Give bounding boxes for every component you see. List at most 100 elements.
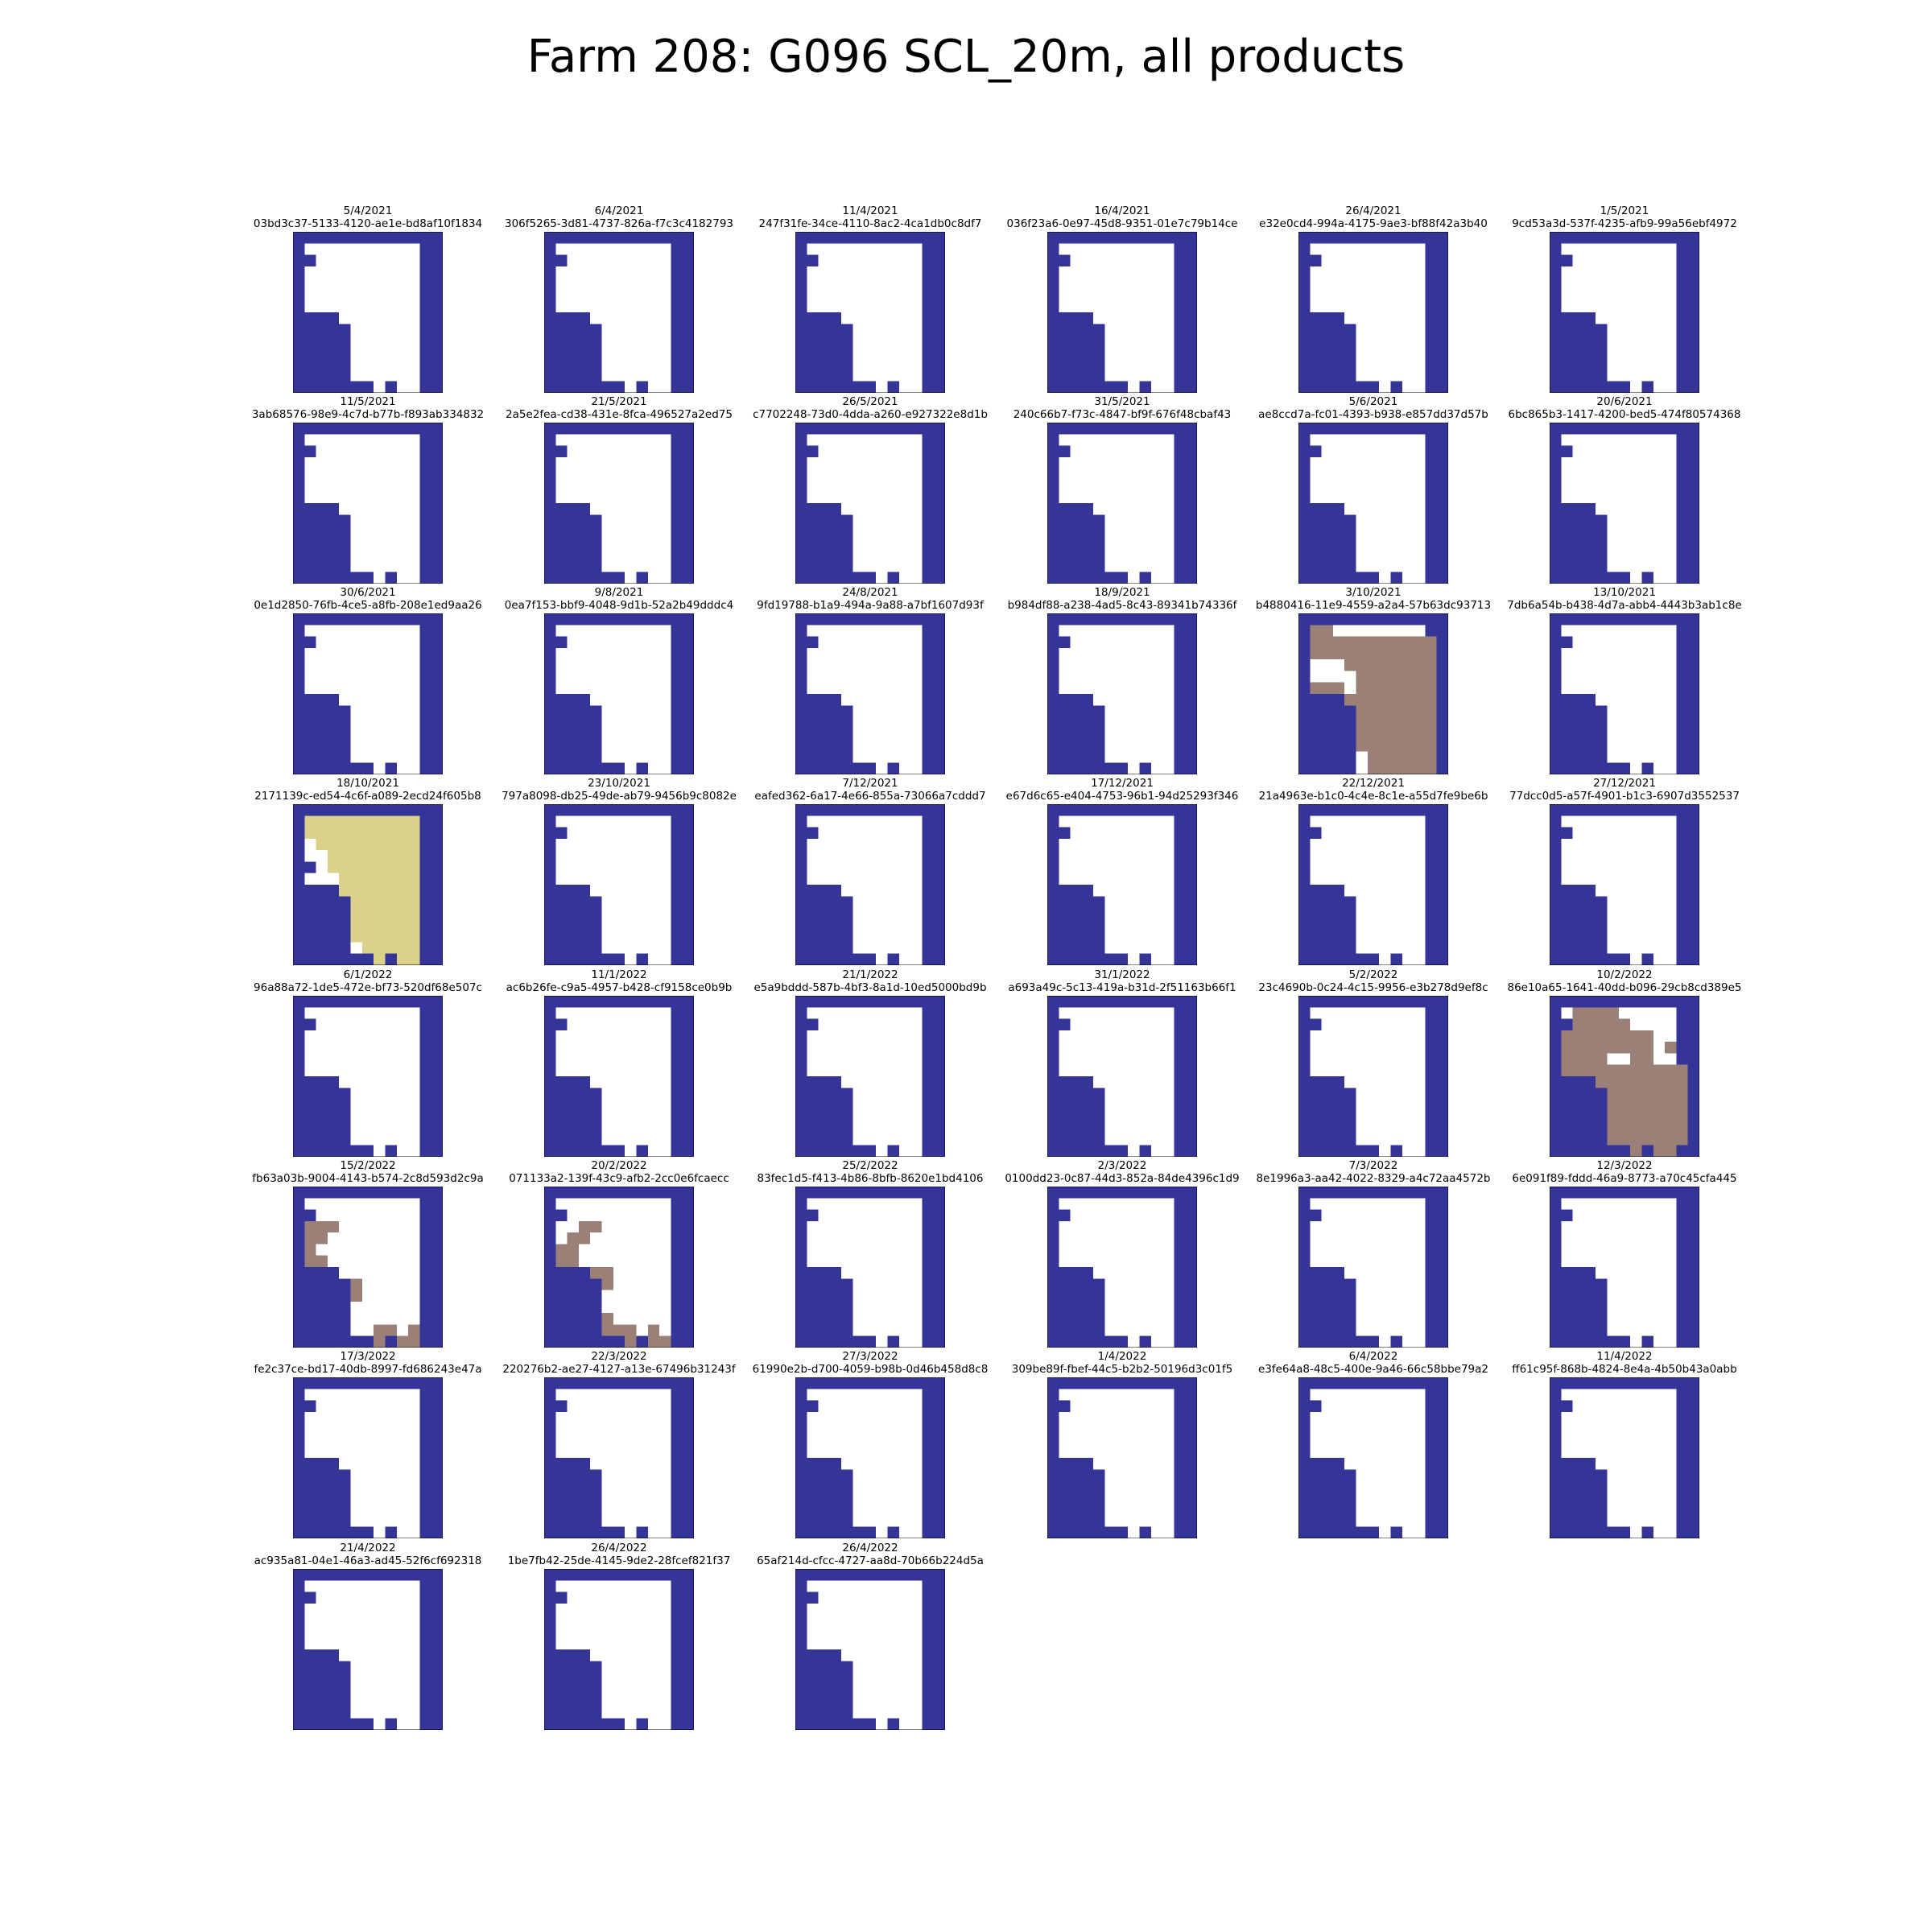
mask-cell — [682, 254, 694, 267]
mask-cell — [408, 491, 420, 504]
mask-cell — [327, 1076, 340, 1088]
mask-cell — [293, 896, 305, 908]
mask-cell — [1298, 728, 1311, 741]
mask-cell — [807, 434, 819, 446]
mask-cell — [647, 919, 660, 931]
mask-cell — [864, 491, 877, 504]
mask-cell — [293, 445, 305, 458]
mask-cell — [1618, 312, 1631, 324]
mask-cell — [1607, 942, 1620, 954]
mask-cell — [339, 243, 351, 255]
mask-cell — [555, 873, 568, 886]
mask-cell — [1059, 815, 1071, 828]
mask-cell — [933, 625, 945, 637]
mask-cell — [1572, 324, 1585, 336]
mask-cell — [544, 827, 556, 840]
mask-cell — [933, 827, 945, 840]
mask-cell — [1174, 514, 1186, 526]
mask-cell — [682, 861, 694, 873]
mask-cell — [408, 1088, 420, 1100]
mask-cell — [1607, 804, 1620, 816]
mask-cell — [795, 671, 807, 683]
mask-cell — [910, 907, 923, 920]
mask-cell — [327, 537, 340, 550]
mask-cell — [1310, 346, 1322, 359]
mask-cell — [818, 423, 831, 435]
mask-cell — [1687, 716, 1699, 729]
mask-cell — [1425, 503, 1437, 515]
mask-cell — [922, 827, 934, 840]
mask-cell — [795, 636, 807, 649]
mask-cell — [1583, 232, 1596, 244]
mask-cell — [818, 740, 831, 752]
mask-cell — [795, 728, 807, 741]
mask-cell — [1128, 335, 1140, 348]
mask-cell — [350, 850, 363, 862]
mask-cell — [887, 815, 900, 828]
mask-cell — [431, 1042, 443, 1054]
mask-cell — [1185, 254, 1197, 267]
mask-cell — [1561, 243, 1573, 255]
mask-cell — [1162, 300, 1174, 313]
mask-cell — [555, 625, 568, 637]
mask-cell — [431, 1053, 443, 1065]
mask-cell — [659, 716, 671, 729]
mask-cell — [807, 526, 819, 539]
mask-cell — [1561, 324, 1573, 336]
mask-cell — [1390, 659, 1403, 671]
mask-cell — [1356, 671, 1368, 683]
mask-cell — [1344, 312, 1356, 324]
mask-cell — [1561, 346, 1573, 359]
mask-cell — [293, 469, 305, 481]
mask-cell — [1344, 572, 1356, 584]
mask-cell — [922, 243, 934, 255]
mask-cell — [1139, 456, 1152, 469]
mask-cell — [1332, 491, 1345, 504]
mask-cell — [671, 694, 683, 706]
mask-cell — [1607, 232, 1620, 244]
mask-cell — [682, 514, 694, 526]
mask-cell — [350, 682, 363, 695]
mask-cell — [818, 514, 831, 526]
mask-cell — [1310, 324, 1322, 336]
mask-cell — [682, 549, 694, 561]
mask-cell — [1630, 300, 1642, 313]
mask-cell — [647, 873, 660, 886]
mask-cell — [682, 613, 694, 625]
mask-cell — [1572, 434, 1585, 446]
mask-cell — [682, 1018, 694, 1031]
mask-cell — [374, 1064, 386, 1077]
mask-cell — [922, 659, 934, 671]
mask-cell — [1070, 850, 1083, 862]
mask-cell — [1093, 716, 1105, 729]
mask-cell — [818, 254, 831, 267]
mask-cell — [419, 324, 431, 336]
mask-cell — [933, 549, 945, 561]
mask-cell — [1116, 312, 1129, 324]
mask-cell — [339, 434, 351, 446]
mask-cell — [1298, 549, 1311, 561]
mask-cell — [1367, 636, 1380, 649]
mask-cell — [419, 716, 431, 729]
mask-cell — [327, 885, 340, 897]
mask-cell — [613, 613, 625, 625]
mask-cell — [1093, 456, 1105, 469]
mask-cell — [1414, 815, 1426, 828]
mask-cell — [431, 434, 443, 446]
mask-cell — [1150, 885, 1163, 897]
mask-cell — [1436, 613, 1448, 625]
mask-cell — [1379, 815, 1391, 828]
mask-cell — [1676, 885, 1688, 897]
mask-cell — [1174, 278, 1186, 290]
mask-cell — [1356, 751, 1368, 763]
mask-cell — [1618, 762, 1631, 774]
mask-cell — [1414, 942, 1426, 954]
mask-cell — [1047, 480, 1059, 492]
mask-cell — [1081, 491, 1094, 504]
mask-cell — [636, 278, 649, 290]
mask-cell — [419, 358, 431, 370]
mask-cell — [818, 503, 831, 515]
mask-cell — [408, 804, 420, 816]
mask-cell — [1356, 838, 1368, 851]
mask-cell — [1607, 751, 1620, 763]
